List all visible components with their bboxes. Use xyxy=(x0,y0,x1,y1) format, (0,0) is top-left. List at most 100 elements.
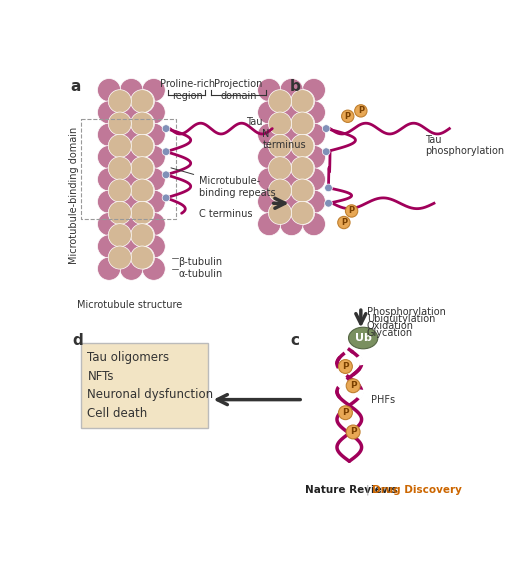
Circle shape xyxy=(97,101,121,124)
Circle shape xyxy=(108,224,131,247)
Circle shape xyxy=(120,190,143,214)
Circle shape xyxy=(131,112,154,135)
Circle shape xyxy=(338,360,352,373)
Circle shape xyxy=(108,202,131,224)
Circle shape xyxy=(302,123,325,146)
Circle shape xyxy=(291,112,314,135)
Text: a: a xyxy=(71,79,81,94)
Circle shape xyxy=(291,202,314,224)
Text: N
terminus: N terminus xyxy=(262,128,306,150)
Circle shape xyxy=(97,235,121,258)
Text: Ub: Ub xyxy=(355,333,372,343)
Circle shape xyxy=(302,212,325,236)
Circle shape xyxy=(131,224,154,247)
Circle shape xyxy=(97,257,121,280)
Circle shape xyxy=(355,104,367,117)
Circle shape xyxy=(131,246,154,269)
Circle shape xyxy=(269,112,291,135)
Circle shape xyxy=(131,134,155,158)
Circle shape xyxy=(108,90,131,113)
Text: PHFs: PHFs xyxy=(371,395,395,405)
Circle shape xyxy=(120,212,143,236)
Text: β-tubulin: β-tubulin xyxy=(178,257,223,267)
Circle shape xyxy=(341,110,354,122)
Circle shape xyxy=(291,179,315,202)
Circle shape xyxy=(131,202,154,224)
Circle shape xyxy=(269,90,291,113)
Circle shape xyxy=(302,146,325,168)
Circle shape xyxy=(338,216,350,228)
Circle shape xyxy=(142,212,165,236)
Circle shape xyxy=(131,156,155,180)
Text: d: d xyxy=(72,333,83,348)
Circle shape xyxy=(108,112,131,135)
Circle shape xyxy=(280,146,303,168)
Circle shape xyxy=(162,194,170,202)
Circle shape xyxy=(97,168,121,191)
Circle shape xyxy=(142,146,165,168)
Circle shape xyxy=(120,146,143,168)
Text: P: P xyxy=(345,112,351,120)
Circle shape xyxy=(258,79,281,102)
Circle shape xyxy=(108,179,131,202)
Text: Cell death: Cell death xyxy=(87,407,148,420)
Text: P: P xyxy=(342,362,349,371)
Circle shape xyxy=(269,202,291,224)
Circle shape xyxy=(269,156,291,180)
Circle shape xyxy=(131,202,155,224)
Circle shape xyxy=(131,179,154,202)
Text: Projection
domain: Projection domain xyxy=(214,79,263,101)
Circle shape xyxy=(120,235,143,258)
Circle shape xyxy=(97,190,121,214)
Circle shape xyxy=(162,171,170,179)
Circle shape xyxy=(280,168,303,191)
Circle shape xyxy=(142,79,165,102)
Text: Oxidation: Oxidation xyxy=(367,321,414,331)
Text: Tau
phosphorylation: Tau phosphorylation xyxy=(425,135,504,156)
Text: C terminus: C terminus xyxy=(199,210,252,219)
Circle shape xyxy=(291,90,314,113)
Circle shape xyxy=(108,246,131,269)
Ellipse shape xyxy=(348,327,378,349)
Circle shape xyxy=(291,134,315,158)
Circle shape xyxy=(322,148,330,155)
Text: Phosphorylation: Phosphorylation xyxy=(367,307,446,317)
Circle shape xyxy=(131,112,155,135)
Text: P: P xyxy=(350,428,357,436)
Circle shape xyxy=(291,156,315,180)
Circle shape xyxy=(258,190,281,214)
Text: Microtubule-binding domain: Microtubule-binding domain xyxy=(69,127,79,264)
Text: |: | xyxy=(366,485,370,495)
Circle shape xyxy=(162,148,170,155)
Circle shape xyxy=(302,79,325,102)
Circle shape xyxy=(280,190,303,214)
Text: b: b xyxy=(290,79,301,94)
Circle shape xyxy=(291,202,315,224)
Circle shape xyxy=(142,123,165,146)
Circle shape xyxy=(97,146,121,168)
Circle shape xyxy=(120,123,143,146)
Circle shape xyxy=(280,101,303,124)
Text: Proline-rich
region: Proline-rich region xyxy=(160,79,215,101)
Circle shape xyxy=(108,134,131,158)
Circle shape xyxy=(108,156,131,180)
Text: Microtubule structure: Microtubule structure xyxy=(77,300,182,309)
Circle shape xyxy=(325,184,332,192)
Circle shape xyxy=(346,425,360,439)
Text: P: P xyxy=(358,106,364,115)
Circle shape xyxy=(258,101,281,124)
Circle shape xyxy=(269,179,291,202)
Circle shape xyxy=(291,134,314,158)
Circle shape xyxy=(162,124,170,132)
Circle shape xyxy=(97,123,121,146)
Circle shape xyxy=(258,212,281,236)
Circle shape xyxy=(258,123,281,146)
Circle shape xyxy=(302,101,325,124)
Circle shape xyxy=(120,257,143,280)
Text: c: c xyxy=(290,333,299,348)
Circle shape xyxy=(131,90,154,113)
Circle shape xyxy=(120,168,143,191)
FancyBboxPatch shape xyxy=(81,343,209,428)
Text: Tau: Tau xyxy=(246,118,263,127)
Circle shape xyxy=(131,90,155,113)
